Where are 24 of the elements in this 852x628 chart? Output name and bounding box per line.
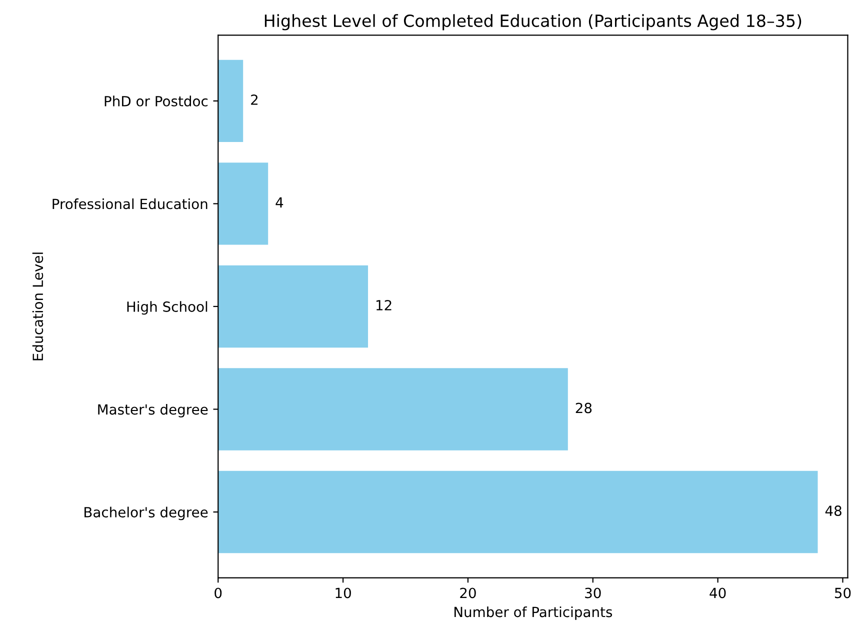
- bar: [218, 368, 568, 450]
- bar: [218, 265, 368, 348]
- bar: [218, 162, 268, 245]
- x-axis-title: Number of Participants: [454, 606, 612, 620]
- x-tick-label: 0: [214, 588, 222, 598]
- x-tick-label: 40: [710, 588, 726, 598]
- y-tick-label: High School: [127, 301, 208, 315]
- x-tick-label: 10: [336, 588, 351, 598]
- y-tick-label: Bachelor's degree: [84, 506, 208, 520]
- y-tick-label: PhD or Postdoc: [104, 96, 208, 106]
- y-tick-label: Master's degree: [98, 404, 208, 418]
- data-label: 4: [276, 197, 284, 208]
- x-tick-label: 20: [460, 588, 476, 598]
- x-tick-label: 50: [834, 588, 851, 598]
- data-label: 48: [825, 506, 842, 516]
- data-label: 28: [576, 402, 592, 414]
- y-tick-label: Professional Education: [52, 198, 208, 210]
- data-label: 12: [376, 300, 392, 310]
- y-axis-title: Education Level: [32, 252, 44, 360]
- x-tick-label: 30: [585, 588, 601, 598]
- bar: [218, 60, 244, 142]
- chart-title: Highest Level of Completed Education (Participants Aged 18–35): [264, 14, 802, 30]
- data-label: 2: [251, 94, 258, 105]
- bar: [218, 470, 818, 554]
